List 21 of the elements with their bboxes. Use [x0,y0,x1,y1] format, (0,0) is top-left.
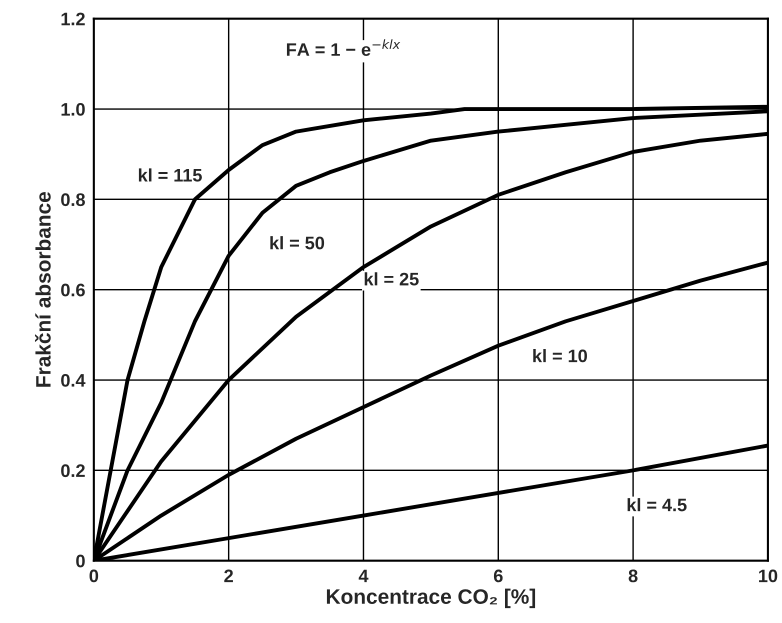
series-label: kl = 115 [138,168,202,182]
x-tick-label: 2 [224,570,233,582]
series-label: kl = 50 [270,236,324,250]
x-tick-label: 10 [759,570,778,582]
x-axis-title: Koncentrace CO₂ [%] [326,588,536,608]
y-tick-label: 0 [76,554,85,568]
y-axis-title: Frakční absorbance [34,192,51,387]
y-tick-label: 1.0 [62,102,85,116]
x-tick-label: 8 [628,570,638,582]
y-tick-label: 0.8 [61,193,85,206]
series-label: kl = 25 [364,272,419,286]
x-tick-label: 4 [358,570,368,582]
series-label: kl = 4.5 [628,498,687,512]
series-label: kl = 10 [533,349,587,362]
y-tick-label: 0.2 [61,464,85,478]
y-tick-label: 0.4 [61,374,86,387]
annotation: FA = 1 − e$^{−klx}$ [286,39,400,56]
y-tick-label: 0.6 [61,284,85,296]
x-tick-label: 6 [494,570,503,582]
y-tick-label: 1.2 [62,12,85,26]
x-tick-label: 0 [90,570,98,582]
